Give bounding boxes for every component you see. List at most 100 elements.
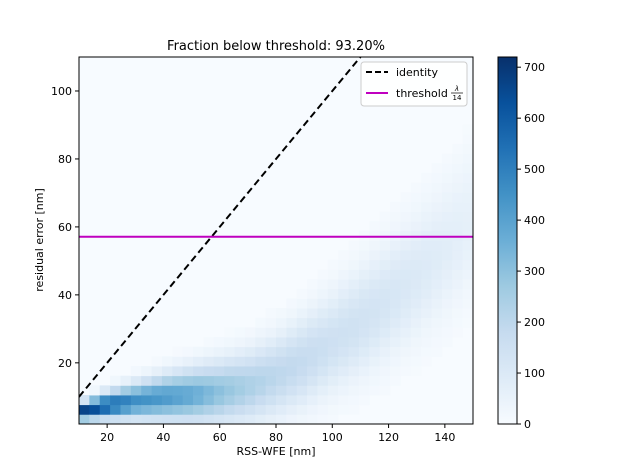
heatmap-cell bbox=[338, 404, 349, 415]
heatmap-cell bbox=[255, 414, 267, 424]
heatmap-cell bbox=[379, 385, 391, 396]
heatmap-cell bbox=[307, 346, 318, 357]
heatmap-cell bbox=[255, 375, 267, 386]
heatmap-cell bbox=[431, 346, 443, 357]
heatmap-cell bbox=[421, 279, 432, 290]
heatmap-cell bbox=[307, 279, 318, 290]
heatmap-cell bbox=[244, 327, 256, 338]
heatmap-cell bbox=[141, 366, 152, 377]
heatmap-cell bbox=[161, 385, 173, 396]
heatmap-cell bbox=[390, 201, 401, 212]
heatmap-cell bbox=[141, 375, 152, 386]
heatmap-cell bbox=[400, 279, 412, 290]
heatmap-cell bbox=[410, 259, 422, 270]
heatmap-cell bbox=[338, 308, 349, 319]
heatmap-cell bbox=[369, 269, 381, 280]
heatmap-cell bbox=[400, 269, 412, 280]
heatmap-cell bbox=[452, 259, 464, 270]
heatmap-cell bbox=[276, 404, 287, 415]
heatmap-cell bbox=[286, 395, 298, 406]
heatmap-cell bbox=[234, 385, 246, 396]
heatmap-cell bbox=[338, 298, 349, 309]
heatmap-cell bbox=[462, 221, 473, 232]
heatmap-cell bbox=[441, 221, 453, 232]
heatmap-cell bbox=[462, 124, 473, 135]
heatmap-cell bbox=[421, 211, 432, 222]
heatmap-cell bbox=[441, 288, 453, 299]
heatmap-cell bbox=[151, 385, 163, 396]
heatmap-cell bbox=[327, 288, 339, 299]
heatmap-cell bbox=[441, 250, 453, 261]
heatmap-cell bbox=[193, 395, 204, 406]
heatmap-cell bbox=[390, 317, 401, 328]
heatmap-cell bbox=[234, 375, 246, 386]
heatmap-cell bbox=[379, 356, 391, 367]
heatmap-cell bbox=[452, 201, 464, 212]
heatmap-cell bbox=[307, 308, 318, 319]
heatmap-cell bbox=[286, 298, 298, 309]
heatmap-cell bbox=[203, 346, 215, 357]
heatmap-cell bbox=[110, 404, 121, 415]
heatmap-cell bbox=[410, 250, 422, 261]
heatmap-cell bbox=[203, 385, 215, 396]
heatmap-cell bbox=[193, 414, 204, 424]
heatmap-cell bbox=[462, 298, 473, 309]
heatmap-cell bbox=[89, 404, 101, 415]
heatmap-cell bbox=[441, 163, 453, 174]
heatmap-cell bbox=[462, 172, 473, 183]
heatmap-cell bbox=[338, 337, 349, 348]
heatmap-cell bbox=[244, 385, 256, 396]
heatmap-cell bbox=[410, 182, 422, 193]
heatmap-cell bbox=[390, 327, 401, 338]
heatmap-cell bbox=[296, 308, 308, 319]
heatmap-cell bbox=[224, 395, 235, 406]
heatmap-cell bbox=[224, 346, 235, 357]
heatmap-cell bbox=[379, 211, 391, 222]
heatmap-cell bbox=[151, 395, 163, 406]
heatmap-cell bbox=[213, 375, 225, 386]
heatmap-cell bbox=[379, 327, 391, 338]
heatmap-cell bbox=[452, 308, 464, 319]
heatmap-cell bbox=[348, 395, 360, 406]
heatmap-cell bbox=[431, 182, 443, 193]
heatmap-cell bbox=[410, 298, 422, 309]
x-axis-label: RSS-WFE [nm] bbox=[236, 445, 315, 458]
heatmap-cell bbox=[120, 395, 132, 406]
heatmap-cell bbox=[369, 288, 381, 299]
y-tick-label: 40 bbox=[58, 289, 72, 302]
heatmap-cell bbox=[193, 404, 204, 415]
heatmap-cell bbox=[441, 201, 453, 212]
heatmap-cell bbox=[276, 317, 287, 328]
heatmap-cell bbox=[348, 337, 360, 348]
heatmap-cell bbox=[441, 337, 453, 348]
heatmap-cell bbox=[379, 240, 391, 251]
heatmap-cell bbox=[452, 298, 464, 309]
heatmap-cell bbox=[421, 201, 432, 212]
heatmap-cell bbox=[358, 356, 370, 367]
heatmap-cell bbox=[276, 308, 287, 319]
heatmap-cell bbox=[390, 279, 401, 290]
heatmap-cell bbox=[182, 346, 194, 357]
identity-line bbox=[79, 57, 362, 398]
heatmap-cell bbox=[99, 414, 111, 424]
heatmap-cell bbox=[462, 288, 473, 299]
heatmap-cell bbox=[317, 375, 329, 386]
heatmap-cell bbox=[358, 346, 370, 357]
heatmap-cell bbox=[296, 404, 308, 415]
heatmap-cell bbox=[234, 414, 246, 424]
colorbar-tick-label: 300 bbox=[524, 265, 545, 278]
heatmap-cell bbox=[348, 240, 360, 251]
heatmap-cell bbox=[390, 308, 401, 319]
heatmap-cell bbox=[338, 279, 349, 290]
heatmap-cell bbox=[421, 317, 432, 328]
heatmap-cell bbox=[400, 346, 412, 357]
heatmap-cell bbox=[307, 414, 318, 424]
x-tick-label: 100 bbox=[322, 431, 343, 444]
heatmap-cell bbox=[265, 308, 277, 319]
heatmap-cell bbox=[421, 288, 432, 299]
heatmap-cell bbox=[130, 414, 142, 424]
heatmap-cell bbox=[390, 366, 401, 377]
heatmap-cell bbox=[421, 250, 432, 261]
heatmap-cell bbox=[276, 414, 287, 424]
heatmap-cell bbox=[213, 395, 225, 406]
